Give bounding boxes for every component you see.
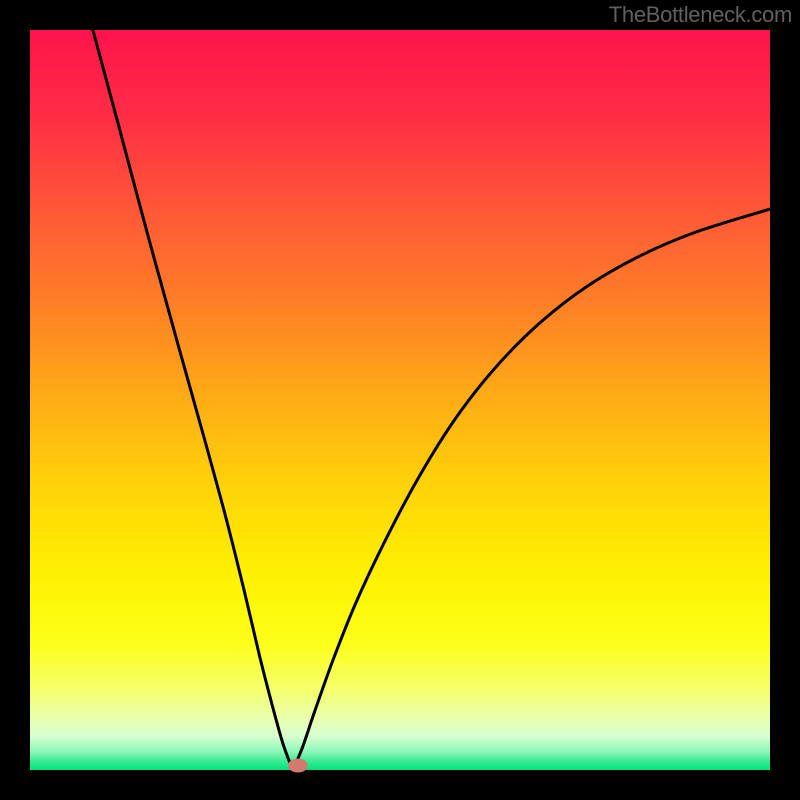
plot-area (30, 30, 770, 770)
vertex-marker (288, 759, 308, 773)
bottleneck-chart (0, 0, 800, 800)
chart-container: TheBottleneck.com (0, 0, 800, 800)
watermark-text: TheBottleneck.com (609, 2, 792, 28)
